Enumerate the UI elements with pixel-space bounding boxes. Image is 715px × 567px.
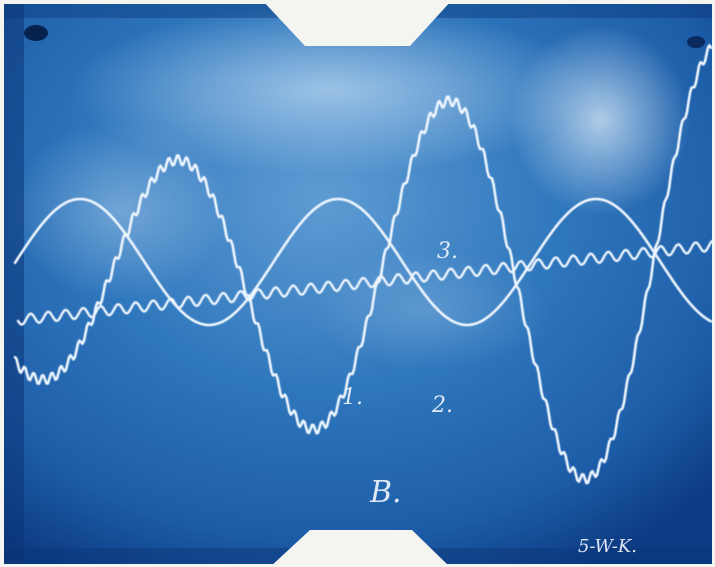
trace-2-label: 2.	[431, 393, 453, 418]
bottom-notch	[270, 530, 450, 567]
trace-ripple	[16, 239, 714, 326]
corner-mark	[687, 36, 705, 48]
trace-3-label: 3.	[437, 239, 458, 264]
light-patch	[510, 25, 690, 215]
plate-label: B.	[369, 475, 402, 510]
trace-1-label: 1.	[342, 385, 363, 410]
light-patch	[70, 5, 590, 175]
corner-mark	[24, 25, 48, 41]
light-patch	[310, 250, 550, 370]
oscillogram-traces	[13, 44, 714, 485]
top-notch	[262, 0, 452, 46]
trace-distorted	[13, 44, 713, 485]
light-patch	[10, 120, 230, 300]
signature: 5-W-K.	[578, 536, 637, 557]
trace-sine	[13, 197, 713, 327]
